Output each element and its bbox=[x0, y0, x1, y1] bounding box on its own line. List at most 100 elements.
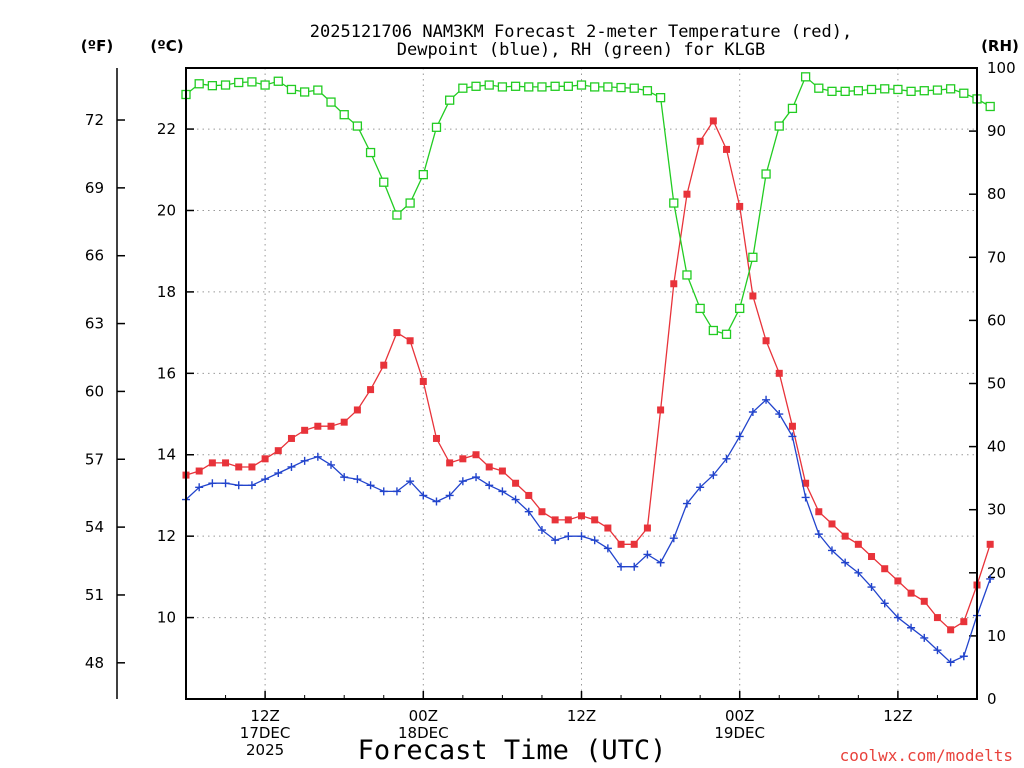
rh-point bbox=[761, 169, 771, 179]
rh-point bbox=[590, 82, 600, 92]
dewpoint-point bbox=[880, 599, 889, 608]
dewpoint-point bbox=[432, 497, 441, 506]
dewpoint-point bbox=[893, 613, 902, 622]
temperature-point bbox=[841, 532, 849, 540]
rh-point bbox=[616, 82, 626, 93]
rh-point bbox=[286, 84, 297, 95]
dewpoint-point bbox=[445, 491, 454, 500]
dewpoint-point bbox=[709, 471, 718, 480]
dewpoint-point bbox=[682, 499, 691, 508]
dewpoint-point bbox=[208, 479, 217, 488]
temperature-point bbox=[617, 540, 625, 548]
fahrenheit-tick-label: 60 bbox=[85, 382, 104, 400]
dewpoint-point bbox=[327, 460, 336, 469]
rh-point bbox=[576, 80, 587, 90]
fahrenheit-tick-label: 72 bbox=[85, 111, 104, 129]
temperature-point bbox=[564, 516, 572, 524]
temperature-point bbox=[788, 422, 796, 430]
dewpoint-point bbox=[603, 544, 612, 553]
time-tick-label: 12Z bbox=[883, 707, 912, 725]
temperature-point bbox=[762, 337, 770, 345]
dewpoint-point bbox=[537, 526, 546, 535]
dewpoint-point bbox=[722, 454, 731, 463]
time-tick-label: 17DEC bbox=[240, 724, 291, 742]
dewpoint-point bbox=[261, 475, 270, 484]
celsius-tick-label: 22 bbox=[157, 120, 176, 138]
rh-point bbox=[220, 80, 231, 90]
rh-point bbox=[339, 110, 349, 120]
rh-point bbox=[471, 81, 481, 91]
dewpoint-point bbox=[379, 487, 388, 496]
dewpoint-point bbox=[590, 536, 599, 545]
rh-tick-label: 50 bbox=[987, 375, 1006, 393]
rh-point bbox=[458, 83, 468, 93]
temperature-point bbox=[920, 597, 928, 605]
chart-title-line-1: 2025121706 NAM3KM Forecast 2-meter Tempe… bbox=[310, 22, 852, 42]
dewpoint-point bbox=[287, 462, 296, 471]
temperature-point bbox=[525, 491, 533, 499]
temperature-point bbox=[670, 280, 678, 288]
dewpoint-point bbox=[841, 558, 850, 567]
rh-point bbox=[827, 86, 837, 96]
temperature-point bbox=[327, 422, 335, 430]
dewpoint-point bbox=[946, 658, 955, 667]
temperature-point bbox=[709, 117, 717, 125]
rh-point bbox=[669, 198, 679, 208]
temperature-point bbox=[736, 202, 744, 210]
x-axis-title: Forecast Time (UTC) bbox=[358, 735, 667, 766]
rh-point bbox=[260, 80, 270, 90]
rh-point bbox=[893, 84, 903, 95]
fahrenheit-tick-label: 63 bbox=[85, 315, 104, 333]
rh-point bbox=[326, 97, 336, 107]
rh-point bbox=[431, 122, 442, 132]
rh-point bbox=[800, 72, 811, 82]
temperature-point bbox=[459, 455, 467, 463]
dewpoint-point bbox=[669, 534, 678, 543]
rh-point bbox=[497, 82, 508, 92]
dewpoint-point bbox=[735, 432, 744, 441]
fahrenheit-tick-label: 51 bbox=[85, 586, 104, 604]
dewpoint-point bbox=[801, 493, 810, 502]
dewpoint-point bbox=[827, 546, 836, 555]
rh-point bbox=[365, 147, 376, 158]
temperature-point bbox=[775, 369, 783, 377]
time-tick-label: 2025 bbox=[246, 741, 284, 759]
temperature-point bbox=[512, 479, 520, 487]
rh-point bbox=[919, 86, 929, 96]
temperature-point bbox=[446, 459, 454, 467]
temperature-point bbox=[604, 524, 612, 532]
dewpoint-point bbox=[274, 469, 283, 478]
dewpoint-point bbox=[300, 456, 309, 465]
dewpoint-point bbox=[577, 532, 586, 541]
dewpoint-point bbox=[353, 475, 362, 484]
dewpoint-point bbox=[234, 481, 243, 490]
rh-point bbox=[735, 303, 745, 314]
rh-point bbox=[748, 252, 758, 262]
temperature-point bbox=[657, 406, 665, 414]
dewpoint-point bbox=[498, 487, 507, 496]
temperature-point bbox=[538, 508, 546, 516]
plot-frame bbox=[185, 67, 978, 700]
rh-tick-label: 40 bbox=[987, 438, 1006, 456]
rh-point bbox=[510, 81, 521, 91]
dewpoint-point bbox=[748, 407, 757, 416]
dewpoint-point bbox=[419, 491, 428, 500]
data-series bbox=[181, 72, 995, 667]
series-dewpoint bbox=[182, 395, 995, 667]
dewpoint-point bbox=[392, 487, 401, 496]
temperature-point bbox=[340, 418, 348, 426]
rh-point bbox=[932, 85, 943, 95]
celsius-tick-label: 20 bbox=[157, 201, 176, 219]
temperature-point bbox=[301, 426, 309, 434]
temperature-point bbox=[380, 361, 388, 369]
dewpoint-point bbox=[656, 558, 665, 567]
dewpoint-point bbox=[920, 633, 929, 642]
dewpoint-point bbox=[854, 568, 863, 577]
dewpoint-point bbox=[643, 550, 652, 559]
dewpoint-point bbox=[775, 410, 784, 419]
temperature-point bbox=[630, 540, 638, 548]
rh-tick-label: 20 bbox=[987, 564, 1006, 582]
temperature-point bbox=[353, 406, 361, 414]
rh-point bbox=[814, 83, 824, 93]
